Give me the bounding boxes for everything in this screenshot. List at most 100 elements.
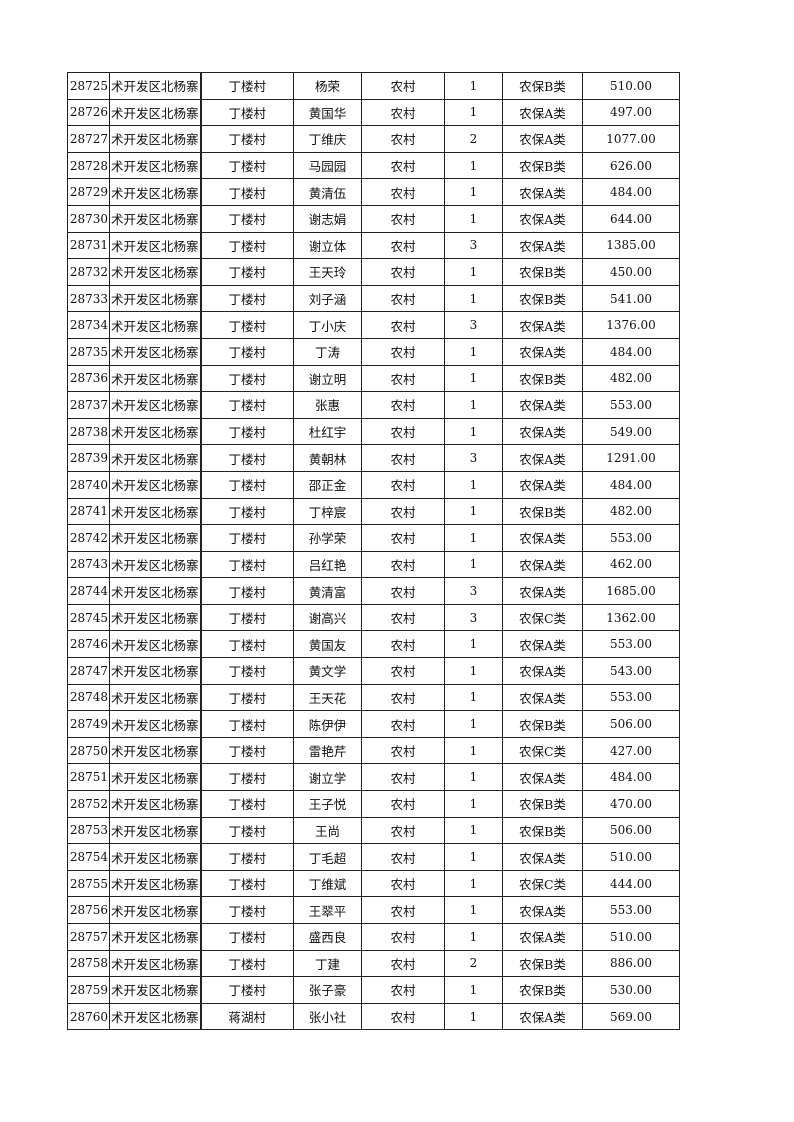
member-count-cell: 1 [444, 524, 503, 552]
household-type-cell: 农村 [361, 949, 445, 978]
member-count-cell: 1 [444, 151, 503, 180]
town-cell: 术开发区北杨寨 [109, 231, 202, 260]
town-cell: 术开发区北杨寨 [109, 284, 202, 313]
household-type-cell: 农村 [361, 1002, 445, 1031]
table-row: 28735 术开发区北杨寨 丁楼村 丁涛 农村 1 农保A类 484.00 [67, 337, 680, 366]
amount-cell: 484.00 [582, 337, 680, 366]
member-count-cell: 1 [444, 816, 503, 845]
table-row: 28751 术开发区北杨寨 丁楼村 谢立学 农村 1 农保A类 484.00 [67, 763, 680, 792]
village-cell: 丁楼村 [200, 72, 294, 100]
person-name-cell: 黄国友 [293, 630, 362, 659]
household-type-cell: 农村 [361, 550, 445, 579]
table-row: 28752 术开发区北杨寨 丁楼村 王子悦 农村 1 农保B类 470.00 [67, 790, 680, 818]
member-count-cell: 1 [444, 337, 503, 366]
record-id-cell: 28755 [67, 869, 110, 898]
table-row: 28729 术开发区北杨寨 丁楼村 黄清伍 农村 1 农保A类 484.00 [67, 178, 680, 206]
record-id-cell: 28752 [67, 790, 110, 818]
town-cell: 术开发区北杨寨 [109, 736, 202, 765]
village-cell: 丁楼村 [200, 843, 294, 871]
insurance-category-cell: 农保A类 [502, 843, 583, 871]
household-type-cell: 农村 [361, 364, 445, 393]
insurance-category-cell: 农保A类 [502, 577, 583, 605]
person-name-cell: 杜红宇 [293, 417, 362, 446]
person-name-cell: 王天花 [293, 683, 362, 712]
household-type-cell: 农村 [361, 125, 445, 153]
insurance-category-cell: 农保B类 [502, 364, 583, 393]
insurance-category-cell: 农保A类 [502, 470, 583, 499]
member-count-cell: 1 [444, 843, 503, 871]
table-row: 28750 术开发区北杨寨 丁楼村 雷艳芹 农村 1 农保C类 427.00 [67, 736, 680, 765]
amount-cell: 1362.00 [582, 603, 680, 632]
household-type-cell: 农村 [361, 923, 445, 951]
table-row: 28737 术开发区北杨寨 丁楼村 张惠 农村 1 农保A类 553.00 [67, 391, 680, 419]
member-count-cell: 1 [444, 470, 503, 499]
village-cell: 丁楼村 [200, 311, 294, 339]
table-row: 28747 术开发区北杨寨 丁楼村 黄文学 农村 1 农保A类 543.00 [67, 657, 680, 685]
insurance-category-cell: 农保B类 [502, 949, 583, 978]
table-row: 28728 术开发区北杨寨 丁楼村 马园园 农村 1 农保B类 626.00 [67, 151, 680, 180]
insurance-category-cell: 农保B类 [502, 710, 583, 738]
household-type-cell: 农村 [361, 869, 445, 898]
household-type-cell: 农村 [361, 710, 445, 738]
member-count-cell: 1 [444, 72, 503, 100]
village-cell: 丁楼村 [200, 550, 294, 579]
town-cell: 术开发区北杨寨 [109, 497, 202, 526]
insurance-category-cell: 农保B类 [502, 816, 583, 845]
insurance-category-cell: 农保A类 [502, 657, 583, 685]
table-row: 28730 术开发区北杨寨 丁楼村 谢志娟 农村 1 农保A类 644.00 [67, 204, 680, 233]
insurance-category-cell: 农保B类 [502, 976, 583, 1004]
record-id-cell: 28749 [67, 710, 110, 738]
amount-cell: 484.00 [582, 763, 680, 792]
amount-cell: 482.00 [582, 364, 680, 393]
town-cell: 术开发区北杨寨 [109, 816, 202, 845]
insurance-category-cell: 农保C类 [502, 736, 583, 765]
village-cell: 丁楼村 [200, 337, 294, 366]
town-cell: 术开发区北杨寨 [109, 630, 202, 659]
insurance-category-cell: 农保A类 [502, 178, 583, 206]
table-row: 28755 术开发区北杨寨 丁楼村 丁维斌 农村 1 农保C类 444.00 [67, 869, 680, 898]
record-id-cell: 28746 [67, 630, 110, 659]
person-name-cell: 王翠平 [293, 896, 362, 924]
town-cell: 术开发区北杨寨 [109, 470, 202, 499]
table-row: 28744 术开发区北杨寨 丁楼村 黄清富 农村 3 农保A类 1685.00 [67, 577, 680, 605]
record-id-cell: 28753 [67, 816, 110, 845]
insurance-category-cell: 农保A类 [502, 204, 583, 233]
record-id-cell: 28757 [67, 923, 110, 951]
table-row: 28727 术开发区北杨寨 丁楼村 丁维庆 农村 2 农保A类 1077.00 [67, 125, 680, 153]
record-id-cell: 28731 [67, 231, 110, 260]
record-id-cell: 28726 [67, 98, 110, 127]
village-cell: 丁楼村 [200, 736, 294, 765]
member-count-cell: 1 [444, 550, 503, 579]
household-type-cell: 农村 [361, 524, 445, 552]
member-count-cell: 1 [444, 1002, 503, 1031]
amount-cell: 886.00 [582, 949, 680, 978]
amount-cell: 510.00 [582, 72, 680, 100]
member-count-cell: 1 [444, 364, 503, 393]
table-row: 28745 术开发区北杨寨 丁楼村 谢高兴 农村 3 农保C类 1362.00 [67, 603, 680, 632]
person-name-cell: 丁维庆 [293, 125, 362, 153]
amount-cell: 510.00 [582, 843, 680, 871]
household-type-cell: 农村 [361, 151, 445, 180]
amount-cell: 543.00 [582, 657, 680, 685]
village-cell: 丁楼村 [200, 683, 294, 712]
member-count-cell: 3 [444, 444, 503, 472]
town-cell: 术开发区北杨寨 [109, 683, 202, 712]
village-cell: 丁楼村 [200, 603, 294, 632]
person-name-cell: 孙学荣 [293, 524, 362, 552]
person-name-cell: 雷艳芹 [293, 736, 362, 765]
table-row: 28725 术开发区北杨寨 丁楼村 杨荣 农村 1 农保B类 510.00 [67, 72, 680, 100]
person-name-cell: 谢高兴 [293, 603, 362, 632]
amount-cell: 553.00 [582, 683, 680, 712]
member-count-cell: 1 [444, 736, 503, 765]
village-cell: 丁楼村 [200, 657, 294, 685]
amount-cell: 497.00 [582, 98, 680, 127]
record-id-cell: 28745 [67, 603, 110, 632]
record-id-cell: 28732 [67, 258, 110, 286]
person-name-cell: 丁建 [293, 949, 362, 978]
table-row: 28731 术开发区北杨寨 丁楼村 谢立体 农村 3 农保A类 1385.00 [67, 231, 680, 260]
record-id-cell: 28750 [67, 736, 110, 765]
table-row: 28756 术开发区北杨寨 丁楼村 王翠平 农村 1 农保A类 553.00 [67, 896, 680, 924]
person-name-cell: 黄清富 [293, 577, 362, 605]
insurance-category-cell: 农保A类 [502, 550, 583, 579]
person-name-cell: 谢立体 [293, 231, 362, 260]
